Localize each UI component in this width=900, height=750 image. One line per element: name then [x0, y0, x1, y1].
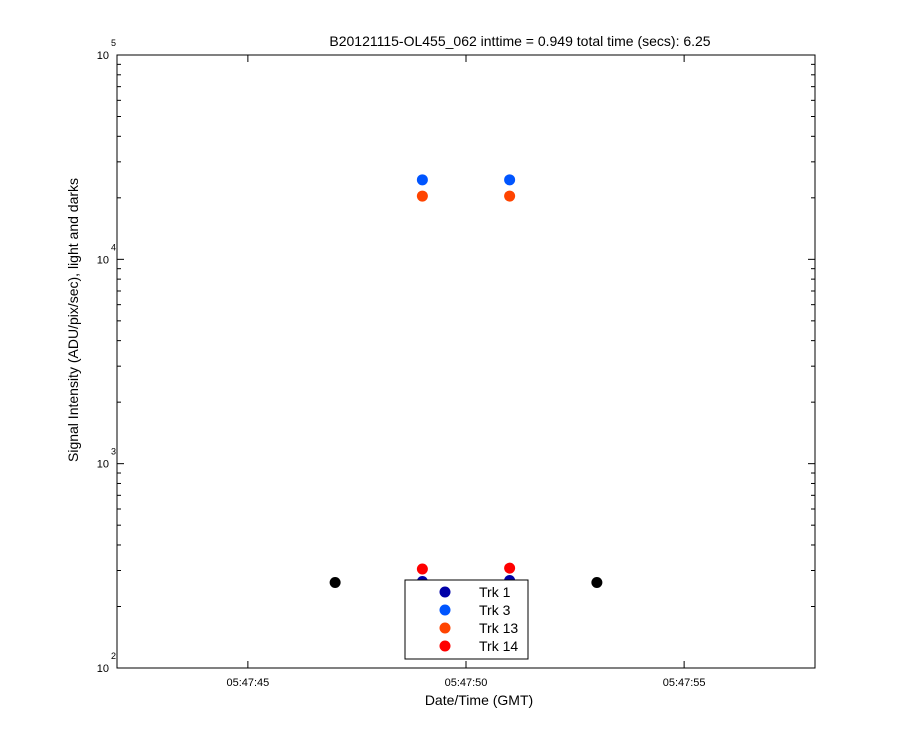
y-tick-label: 10 [97, 254, 109, 266]
y-tick-exponent: 2 [111, 651, 116, 661]
legend-marker [439, 586, 451, 598]
legend-marker [439, 622, 451, 634]
y-tick-label: 10 [97, 663, 109, 675]
y-tick-label: 10 [97, 50, 109, 62]
data-point [504, 174, 516, 186]
legend-label: Trk 14 [479, 638, 518, 654]
legend: Trk 1 Trk 3 Trk 13 Trk 14 [404, 579, 529, 660]
legend-marker [439, 640, 451, 652]
y-tick-exponent: 5 [111, 38, 116, 48]
data-point [329, 577, 341, 589]
y-tick-label: 10 [97, 459, 109, 471]
chart-title: B20121115-OL455_062 inttime = 0.949 tota… [329, 33, 710, 49]
legend-label: Trk 3 [479, 602, 511, 618]
legend-box [404, 579, 529, 660]
x-tick-label: 05:47:45 [226, 677, 269, 689]
data-point [504, 190, 516, 202]
data-point [416, 190, 428, 202]
x-tick-label: 05:47:50 [445, 677, 488, 689]
y-tick-exponent: 3 [111, 447, 116, 457]
legend-label: Trk 13 [479, 620, 518, 636]
y-tick-exponent: 4 [111, 242, 116, 252]
y-axis-label: Signal Intensity (ADU/pix/sec), light an… [65, 178, 81, 462]
data-point [416, 174, 428, 186]
data-point [591, 577, 603, 589]
legend-marker [439, 604, 451, 616]
legend-label: Trk 1 [479, 584, 511, 600]
data-point [504, 562, 516, 574]
axis-ticks [117, 54, 815, 669]
x-axis-label: Date/Time (GMT) [425, 692, 533, 708]
x-tick-label: 05:47:55 [663, 677, 706, 689]
plot-area [116, 54, 816, 669]
data-point [416, 563, 428, 575]
